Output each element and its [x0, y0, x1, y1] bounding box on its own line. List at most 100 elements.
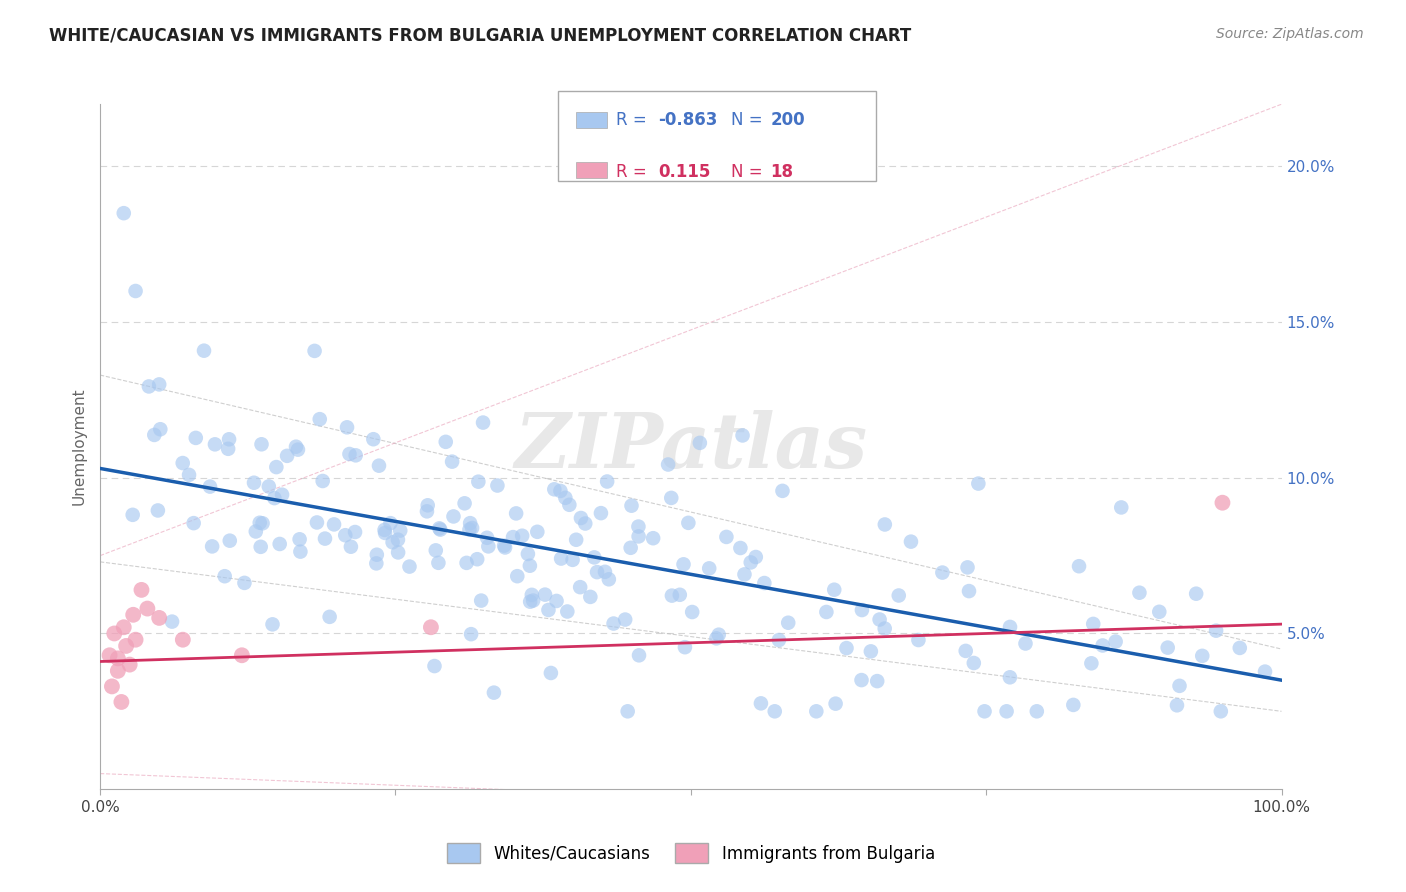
Point [201, 540, 224, 554]
Point [262, 617, 284, 632]
Text: ZIPatlas: ZIPatlas [515, 409, 868, 483]
Point [160, 615, 183, 629]
Point [522, 593, 544, 607]
Point [143, 428, 166, 442]
Point [429, 523, 451, 537]
Point [1014, 636, 1036, 650]
Point [368, 458, 391, 473]
Point [998, 670, 1021, 684]
Point [233, 575, 256, 590]
Text: N =: N = [731, 111, 762, 128]
Point [387, 533, 409, 547]
Point [172, 632, 194, 647]
Point [381, 535, 404, 549]
Point [1168, 679, 1191, 693]
Point [967, 476, 990, 491]
Point [107, 651, 129, 665]
Point [335, 528, 357, 542]
Point [659, 491, 682, 505]
Point [323, 517, 346, 532]
Point [887, 589, 910, 603]
Point [460, 627, 482, 641]
Point [425, 543, 447, 558]
Point [193, 343, 215, 358]
Point [1205, 624, 1227, 638]
Point [172, 456, 194, 470]
Point [183, 516, 205, 530]
Point [519, 595, 541, 609]
Point [749, 697, 772, 711]
Point [218, 432, 240, 446]
Point [271, 488, 294, 502]
Point [336, 420, 359, 434]
Text: 0.115: 0.115 [658, 163, 710, 181]
Point [616, 704, 638, 718]
Point [824, 697, 846, 711]
Point [340, 540, 363, 554]
Point [456, 556, 478, 570]
Point [146, 503, 169, 517]
Point [602, 616, 624, 631]
Point [458, 516, 481, 530]
Point [1128, 585, 1150, 599]
Point [1025, 704, 1047, 718]
Point [1109, 500, 1132, 515]
Point [308, 412, 330, 426]
Point [520, 588, 543, 602]
Point [689, 435, 711, 450]
Point [583, 550, 606, 565]
Point [204, 437, 226, 451]
Point [557, 605, 579, 619]
Point [569, 511, 592, 525]
Point [697, 561, 720, 575]
Text: N =: N = [731, 163, 762, 181]
Point [956, 560, 979, 574]
Point [733, 567, 755, 582]
Point [389, 524, 412, 538]
Point [416, 498, 439, 512]
Point [467, 475, 489, 489]
Point [598, 572, 620, 586]
Point [510, 529, 533, 543]
Point [614, 613, 637, 627]
Point [184, 431, 207, 445]
Point [305, 516, 328, 530]
Point [276, 449, 298, 463]
Legend: Whites/Caucasians, Immigrants from Bulgaria: Whites/Caucasians, Immigrants from Bulga… [440, 836, 942, 870]
Point [423, 659, 446, 673]
Point [453, 496, 475, 510]
Point [519, 558, 541, 573]
Point [252, 516, 274, 531]
Point [441, 455, 464, 469]
Point [851, 673, 873, 687]
Point [115, 639, 138, 653]
Point [131, 582, 153, 597]
Point [269, 537, 291, 551]
Point [505, 507, 527, 521]
Point [730, 541, 752, 555]
Point [627, 648, 650, 663]
Point [101, 680, 124, 694]
Point [149, 422, 172, 436]
Point [136, 601, 159, 615]
Point [998, 620, 1021, 634]
Point [318, 610, 340, 624]
Point [716, 530, 738, 544]
Text: 200: 200 [770, 111, 806, 128]
Point [427, 521, 450, 535]
Point [266, 460, 288, 475]
Point [366, 557, 388, 571]
Point [745, 549, 768, 564]
Point [772, 483, 794, 498]
Point [995, 704, 1018, 718]
Point [778, 615, 800, 630]
Point [620, 499, 643, 513]
Point [285, 440, 308, 454]
Point [1185, 587, 1208, 601]
Point [823, 582, 845, 597]
Point [374, 523, 396, 537]
Point [311, 474, 333, 488]
Point [290, 544, 312, 558]
Point [482, 686, 505, 700]
Point [243, 475, 266, 490]
